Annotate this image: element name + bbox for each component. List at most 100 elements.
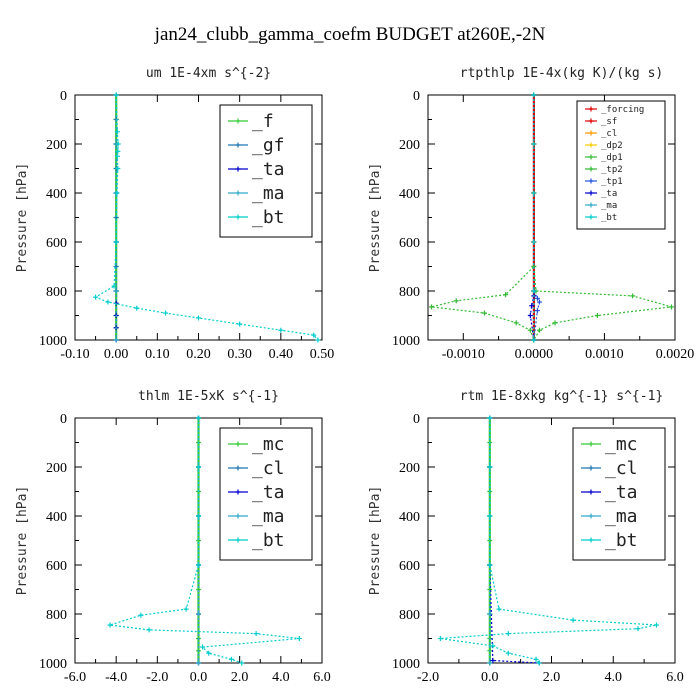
y-tick-label: 800 — [399, 285, 420, 300]
x-tick-label: 4.0 — [272, 670, 290, 685]
y-axis-label: Pressure [hPa] — [15, 163, 30, 273]
x-tick-label: 6.0 — [313, 670, 331, 685]
legend-label: _dp1 — [601, 153, 623, 163]
x-tick-label: 2.0 — [543, 670, 561, 685]
series-group — [429, 92, 674, 343]
legend-label: _tp2 — [601, 165, 623, 175]
y-tick-label: 400 — [46, 187, 67, 202]
x-tick-label: 6.0 — [666, 670, 684, 685]
y-tick-label: 0 — [413, 89, 420, 104]
y-tick-label: 200 — [399, 461, 420, 476]
x-tick-label: -0.0010 — [442, 347, 485, 362]
y-tick-label: 200 — [46, 138, 67, 153]
legend-label: _sf — [601, 117, 617, 127]
x-tick-label: 0.0010 — [585, 347, 624, 362]
legend-label: _ma — [605, 506, 638, 527]
legend-label: _ta — [252, 159, 285, 180]
series-line-tp2 — [431, 95, 535, 341]
x-tick-label: 0.30 — [227, 347, 252, 362]
series-group — [93, 92, 321, 343]
x-tick-label: 0.00 — [104, 347, 129, 362]
legend-label: _mc — [605, 434, 638, 455]
series-line-bt — [109, 418, 300, 664]
x-tick-label: 0.10 — [145, 347, 170, 362]
x-tick-label: -6.0 — [64, 670, 86, 685]
legend-box — [576, 100, 666, 230]
legend-box — [219, 104, 313, 238]
y-tick-label: 200 — [46, 461, 67, 476]
legend-label: _cl — [601, 129, 617, 139]
y-tick-label: 1000 — [39, 334, 67, 349]
y-tick-label: 200 — [399, 138, 420, 153]
y-tick-label: 600 — [399, 236, 420, 251]
legend-label: _forcing — [601, 105, 644, 115]
figure-title: jan24_clubb_gamma_coefm BUDGET at260E,-2… — [154, 24, 546, 45]
y-tick-label: 600 — [46, 559, 67, 574]
panel-title: um 1E-4xm s^{-2} — [146, 66, 271, 81]
legend-label: _ma — [252, 183, 285, 204]
x-tick-label: 2.0 — [231, 670, 249, 685]
legend-label: _bt — [252, 530, 285, 551]
legend-label: _ta — [252, 482, 285, 503]
legend-box — [219, 427, 313, 561]
panels: um 1E-4xm s^{-2}Pressure [hPa]-0.10 0.00 0… — [15, 66, 694, 685]
panel-title: rtm 1E-8xkg kg^{-1} s^{-1} — [460, 389, 664, 404]
legend-label: _ta — [601, 189, 617, 199]
legend-label: _bt — [252, 207, 285, 228]
legend-label: _ma — [601, 201, 617, 211]
y-tick-label: 1000 — [392, 657, 420, 672]
y-tick-label: 600 — [399, 559, 420, 574]
legend-label: _bt — [605, 530, 638, 551]
legend: _forcing _sf _cl _dp2 _dp1 _tp2 _tp1 _ta _ma _bt — [576, 100, 666, 230]
y-tick-label: 400 — [399, 187, 420, 202]
y-axis-label: Pressure [hPa] — [368, 486, 383, 596]
panel-title: thlm 1E-5xK s^{-1} — [138, 389, 279, 404]
y-tick-label: 800 — [399, 608, 420, 623]
panel-1: um 1E-4xm s^{-2} Pressure [hPa] -0.10 0.00 0… — [15, 66, 334, 362]
y-tick-label: 800 — [46, 608, 67, 623]
legend-label: _cl — [252, 458, 285, 479]
series-group — [107, 415, 302, 666]
y-axis-label: Pressure [hPa] — [15, 486, 30, 596]
legend-label: _cl — [605, 458, 638, 479]
y-tick-label: 0 — [413, 412, 420, 427]
x-tick-label: -4.0 — [105, 670, 127, 685]
x-tick-label: 0.0 — [481, 670, 499, 685]
legend-label: _ma — [252, 506, 285, 527]
y-tick-label: 0 — [60, 89, 67, 104]
y-tick-label: 400 — [399, 510, 420, 525]
panel-3: thlm 1E-5xK s^{-1} Pressure [hPa] -6.0 -4.0… — [15, 389, 331, 685]
x-tick-label: 0.0000 — [515, 347, 554, 362]
x-tick-label: 0.20 — [186, 347, 211, 362]
legend-label: _f — [252, 111, 274, 132]
legend-box — [572, 427, 666, 561]
x-tick-label: 0.0020 — [656, 347, 695, 362]
legend-label: _dp2 — [601, 141, 623, 151]
x-tick-label: -2.0 — [417, 670, 439, 685]
legend-label: _tp1 — [601, 177, 623, 187]
y-tick-label: 400 — [46, 510, 67, 525]
x-tick-label: 0.40 — [269, 347, 294, 362]
legend: _mc _cl _ta _ma _bt — [572, 427, 666, 561]
legend-label: _gf — [252, 135, 285, 156]
legend-label: _ta — [605, 482, 638, 503]
y-tick-label: 0 — [60, 412, 67, 427]
x-tick-label: -0.10 — [60, 347, 89, 362]
legend-label: _bt — [601, 213, 617, 223]
legend: _f _gf _ta _ma _bt — [219, 104, 313, 238]
x-tick-label: 0.0 — [190, 670, 208, 685]
y-tick-label: 800 — [46, 285, 67, 300]
panel-4: rtm 1E-8xkg kg^{-1} s^{-1} Pressure [hPa]… — [368, 389, 684, 685]
y-axis-label: Pressure [hPa] — [368, 163, 383, 273]
series-line-ta — [489, 418, 540, 664]
x-tick-label: 0.50 — [310, 347, 335, 362]
series-group — [437, 415, 659, 666]
x-tick-label: -2.0 — [146, 670, 168, 685]
legend-label: _mc — [252, 434, 285, 455]
legend: _mc _cl _ta _ma _bt — [219, 427, 313, 561]
panel-title: rtpthlp 1E-4x(kg K)/(kg s) — [460, 66, 664, 81]
y-tick-label: 1000 — [392, 334, 420, 349]
panel-2: rtpthlp 1E-4x(kg K)/(kg s) Pressure [hPa]… — [368, 66, 694, 362]
y-tick-label: 600 — [46, 236, 67, 251]
